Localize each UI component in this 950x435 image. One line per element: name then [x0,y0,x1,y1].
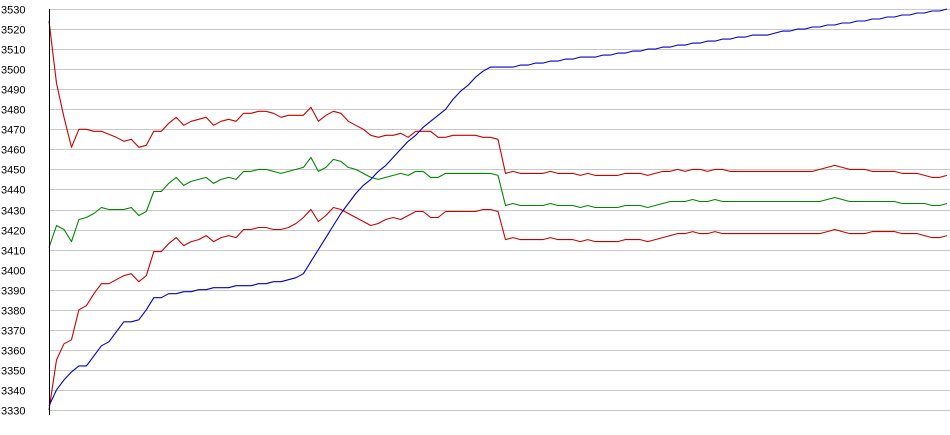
y-tick-label: 3420 [1,226,25,238]
y-tick-label: 3480 [1,105,25,117]
grid-lines [49,9,950,411]
y-tick-label: 3530 [1,5,25,17]
y-tick-label: 3510 [1,45,25,57]
y-tick-label: 3450 [1,165,25,177]
y-tick-label: 3390 [1,286,25,298]
y-tick-label: 3500 [1,65,25,77]
y-tick-label: 3380 [1,306,25,318]
y-tick-label: 3490 [1,85,25,97]
y-tick-label: 3350 [1,366,25,378]
y-tick-label: 3440 [1,185,25,197]
y-tick-label: 3360 [1,346,25,358]
y-tick-label: 3520 [1,25,25,37]
series-line-lower-band [48,206,948,411]
series-line-upper-band [48,20,948,178]
y-tick-label: 3400 [1,266,25,278]
series-line-middle-line [48,156,948,248]
y-tick-label: 3330 [1,406,25,418]
y-tick-label: 3410 [1,246,25,258]
y-tick-label: 3340 [1,386,25,398]
y-tick-label: 3430 [1,206,25,218]
y-axis-tick-labels: 3330 3340 3350 3360 3370 3380 3390 3400 3410 3420… [1,5,25,418]
y-tick-label: 3470 [1,125,25,137]
series-lines [48,8,948,411]
series-line-price-line [48,8,948,407]
y-tick-label: 3460 [1,145,25,157]
y-tick-label: 3370 [1,326,25,338]
